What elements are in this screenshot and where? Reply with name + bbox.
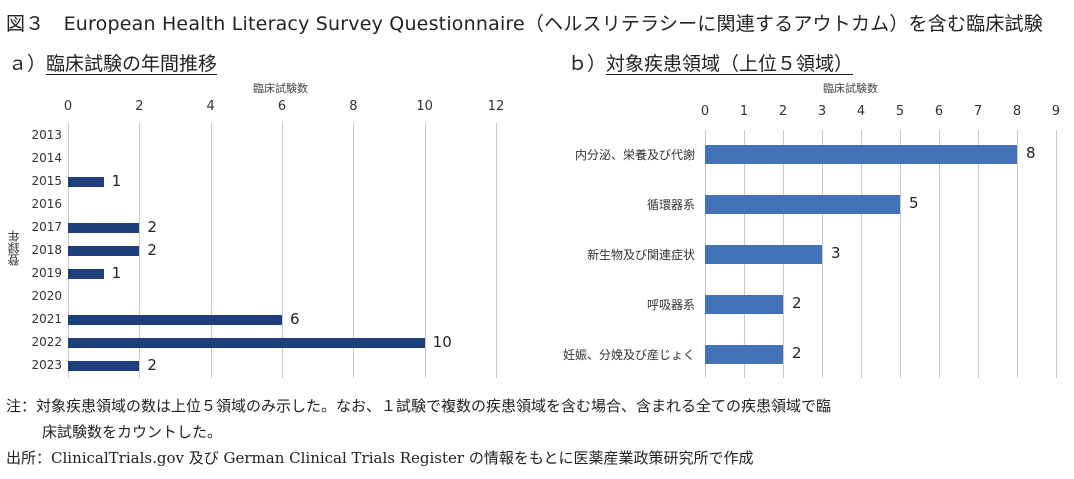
panel-b-x-axis-title: 臨床試験数 [823,82,878,95]
bar [705,345,783,364]
x-tick-label: 2 [778,104,788,119]
x-tick-label: 1 [739,104,749,119]
y-category-label: 呼吸器系 [646,298,695,312]
grid-line [1017,130,1018,378]
data-label: 5 [909,194,919,212]
grid-line [978,130,979,378]
y-category-label: 新生物及び関連症状 [586,248,695,262]
bar [68,315,282,325]
y-category-label: 2020 [31,289,62,303]
bar [705,295,783,314]
x-tick-label: 2 [135,99,144,114]
grid-line [210,123,212,378]
panel-a-x-axis-title: 臨床試験数 [253,82,308,95]
grid-line [861,130,862,378]
panel-a-label: ａ） [8,53,47,75]
y-category-label: 2016 [31,197,62,211]
grid-line [496,123,497,378]
x-tick-label: 12 [487,99,505,114]
data-label: 2 [792,344,802,362]
grid-line [353,123,355,378]
source-note: 出所：ClinicalTrials.gov 及び German Clinical… [6,449,754,467]
bar [68,177,104,187]
x-tick-label: 10 [416,99,433,114]
y-category-label: 内分泌、栄養及び代謝 [574,148,695,162]
grid-line [1056,130,1057,378]
x-tick-label: 9 [1051,104,1061,119]
x-tick-label: 0 [700,104,710,119]
panel-b-title: 対象疾患領域（上位５領域） [606,53,854,75]
y-category-label: 2022 [31,335,62,349]
x-tick-label: 4 [856,104,866,119]
y-category-label: 妊娠、分娩及び産じょく [562,348,695,362]
data-label: 2 [147,356,157,374]
bar [705,145,1017,164]
panel-b-label: ｂ） [568,53,607,75]
data-label: 1 [111,172,122,190]
y-category-label: 2019 [31,266,62,280]
chart-a-annual-trials: 0 2 4 6 8 10 12 2013 2014 2015 1 2016 2017 2 2018 2 2019… [0,0,540,380]
grid-line [282,123,283,378]
note-line-2: 床試験数をカウントした。 [42,423,223,441]
data-label: 2 [147,241,157,259]
x-tick-label: 5 [895,104,905,119]
grid-line [139,123,141,378]
data-label: 3 [831,244,841,262]
x-tick-label: 0 [63,99,73,114]
data-label: 1 [111,264,122,282]
note-line-1: 注：対象疾患領域の数は上位５領域のみ示した。なお、１試験で複数の疾患領域を含む場… [6,397,832,415]
x-tick-label: 7 [973,104,983,119]
grid-line [424,123,426,378]
panel-a-title: 臨床試験の年間推移 [46,53,218,75]
bar [68,246,140,256]
x-tick-label: 8 [349,99,358,114]
bar [68,269,104,279]
bar [68,223,140,233]
grid-line [939,130,940,378]
x-tick-label: 6 [277,99,287,114]
data-label: 2 [792,294,802,312]
x-tick-label: 8 [1012,104,1022,119]
data-label: 6 [290,310,300,328]
bar [68,338,425,348]
y-category-label: 2015 [31,174,62,188]
panel-a-header: ａ）臨床試験の年間推移 [8,49,217,76]
y-category-label: 2017 [31,220,62,234]
data-label: 10 [432,333,452,351]
grid-line [900,130,901,378]
grid-line [822,130,823,378]
data-label: 2 [147,218,157,236]
bar [705,245,822,264]
chart-b-disease-areas: 0 1 2 3 4 5 6 7 8 9 内分泌、栄養及び代謝 8 循環器系 5 新生物及び関連症状 3 呼吸器系… [562,104,1061,378]
figure-title: 図３ European Health Literacy Survey Quest… [6,13,1043,35]
y-category-label: 2014 [31,151,62,165]
bar [68,361,140,371]
y-category-label: 2018 [31,243,62,257]
data-label: 8 [1026,144,1036,162]
y-category-label: 2013 [31,128,62,142]
bar [705,195,900,214]
panel-b-header: ｂ）対象疾患領域（上位５領域） [568,49,853,76]
x-tick-label: 4 [206,99,215,114]
y-category-label: 2023 [31,358,62,372]
x-tick-label: 6 [934,104,944,119]
y-category-label: 循環器系 [646,198,695,212]
y-category-label: 2021 [31,312,62,326]
x-tick-label: 3 [817,104,827,119]
